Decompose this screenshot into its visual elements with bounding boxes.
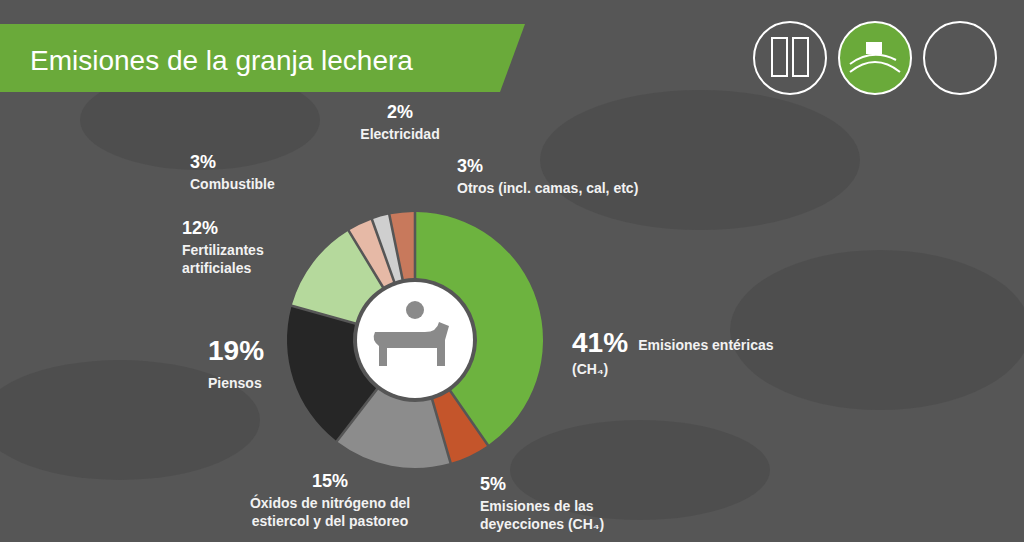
category-label: Combustible (190, 176, 275, 192)
center-icon (406, 301, 424, 319)
data-label: 15% (312, 471, 348, 491)
category-label: Óxidos de nitrógeno del estiercol y del p… (250, 494, 410, 529)
data-label: 5% (480, 474, 506, 494)
label-line: Emisiones de las (480, 498, 594, 514)
data-label: 3% (190, 152, 216, 172)
category-label: Otros (incl. camas, cal, etc) (457, 180, 638, 196)
category-label: Emisiones entéricas (CH₄) (572, 337, 774, 377)
data-label: 2% (387, 102, 413, 122)
donut (287, 212, 543, 468)
icon-part (850, 55, 900, 72)
data-label: 12% (182, 218, 218, 238)
label-line: Otros (incl. camas, cal, etc) (457, 180, 638, 196)
center-circle (357, 282, 473, 398)
center-icon (374, 322, 449, 366)
category-label: Piensos (208, 375, 262, 391)
title-banner (0, 24, 525, 92)
category-label: Emisiones de las deyecciones (CH₄) (480, 498, 604, 532)
label-line: deyecciones (CH₄) (480, 516, 604, 532)
icons (754, 22, 996, 94)
icon (839, 22, 911, 94)
category-label: Fertilizantes artificiales (182, 242, 264, 276)
icon (754, 22, 826, 94)
background-shape (730, 250, 1024, 410)
data-label: 19% (208, 335, 264, 366)
label-line: estiercol y del pastoreo (252, 513, 408, 529)
label-line: Emisiones entéricas (638, 337, 774, 353)
data-label: 41% (572, 327, 628, 358)
category-label: Electricidad (360, 126, 439, 142)
label-line: Fertilizantes (182, 242, 264, 258)
label-line: artificiales (182, 260, 251, 276)
icon-part (793, 38, 808, 76)
background-shape (540, 90, 860, 230)
label-line: Piensos (208, 375, 262, 391)
title: Emisiones de la granja lechera (30, 45, 413, 76)
slice (391, 212, 414, 279)
icon-part (866, 42, 882, 54)
label-line: Óxidos de nitrógeno del (250, 494, 410, 511)
data-label: 3% (457, 156, 483, 176)
icon (924, 22, 996, 94)
icon-part (772, 38, 787, 76)
labels: 41% Emisiones entéricas (CH₄) 5% Emisiones d… (182, 102, 774, 532)
chart: Emisiones de la granja lechera41%Emision… (0, 0, 1024, 542)
label-line: Combustible (190, 176, 275, 192)
background-decor (0, 70, 1024, 520)
label-line: Electricidad (360, 126, 439, 142)
label-line: (CH₄) (572, 361, 608, 377)
